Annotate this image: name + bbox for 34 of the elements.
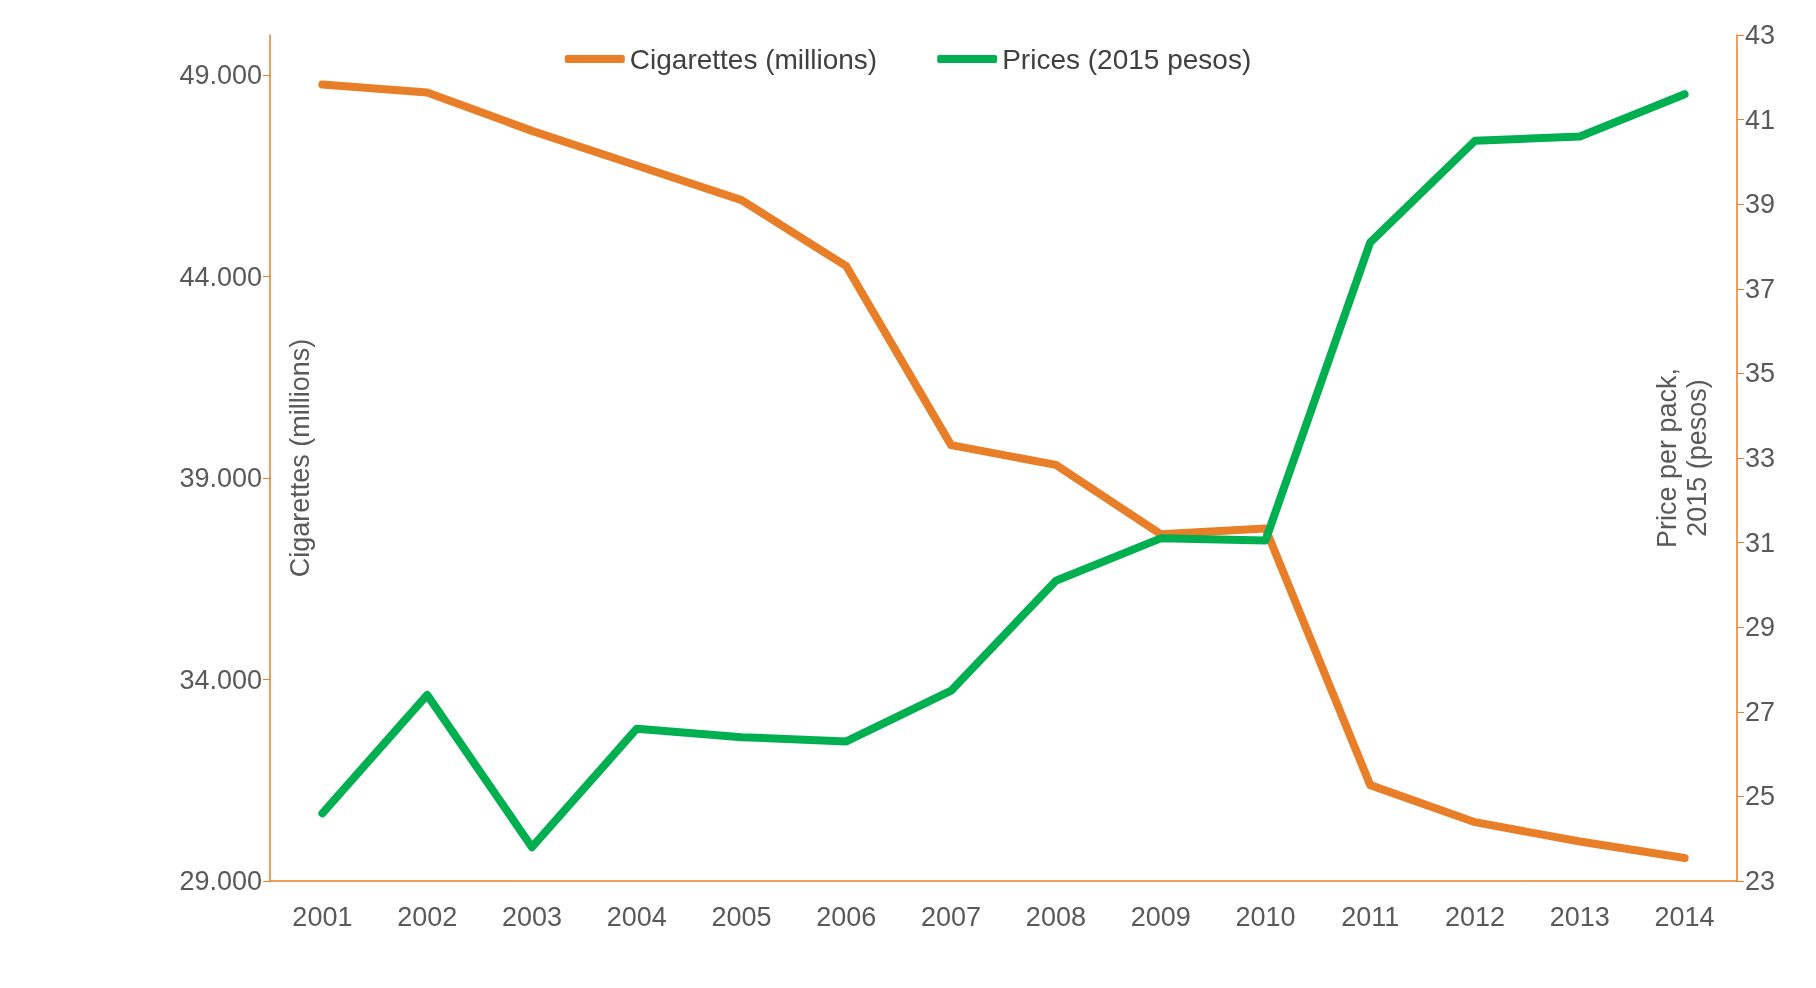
y-tick-label: 29.000 xyxy=(179,866,262,896)
y2-tick-label: 23 xyxy=(1745,866,1776,896)
y-tick-label: 34.000 xyxy=(179,664,262,695)
y2-tick-label: 25 xyxy=(1745,781,1776,812)
x-tick-label: 2002 xyxy=(397,901,458,932)
y2-axis-title: Price per pack, 2015 (pesos) xyxy=(1652,367,1712,549)
x-tick-label: 2010 xyxy=(1235,901,1296,932)
y2-tick-label: 27 xyxy=(1745,696,1776,727)
y2-tick-label: 39 xyxy=(1745,189,1776,220)
x-tick-label: 2003 xyxy=(501,901,562,932)
y2-tick-label: 33 xyxy=(1745,443,1776,473)
y-axis-title: Cigarettes (millions) xyxy=(285,338,315,578)
y2-tick-label: 31 xyxy=(1745,527,1776,558)
x-tick-label: 2007 xyxy=(921,901,982,932)
legend-label: Prices (2015 pesos) xyxy=(1002,43,1252,75)
x-tick-label: 2012 xyxy=(1445,901,1506,932)
x-tick-label: 2013 xyxy=(1549,901,1610,932)
x-tick-label: 2001 xyxy=(292,901,353,932)
x-tick-label: 2004 xyxy=(606,901,667,932)
x-tick-label: 2014 xyxy=(1654,901,1715,932)
y2-tick-label: 41 xyxy=(1745,104,1776,135)
y2-tick-label: 29 xyxy=(1745,612,1776,643)
x-tick-label: 2009 xyxy=(1130,901,1191,932)
y-tick-label: 44.000 xyxy=(179,261,262,292)
x-tick-label: 2006 xyxy=(816,901,877,932)
y2-tick-label: 37 xyxy=(1745,273,1776,304)
y2-tick-label: 43 xyxy=(1745,20,1776,50)
x-tick-label: 2005 xyxy=(711,901,772,932)
y-tick-label: 39.000 xyxy=(179,463,262,494)
y2-tick-label: 35 xyxy=(1745,358,1776,389)
x-tick-label: 2011 xyxy=(1341,901,1400,932)
y-tick-label: 49.000 xyxy=(179,60,262,91)
legend-label: Cigarettes (millions) xyxy=(629,43,878,75)
x-tick-label: 2008 xyxy=(1025,901,1086,932)
